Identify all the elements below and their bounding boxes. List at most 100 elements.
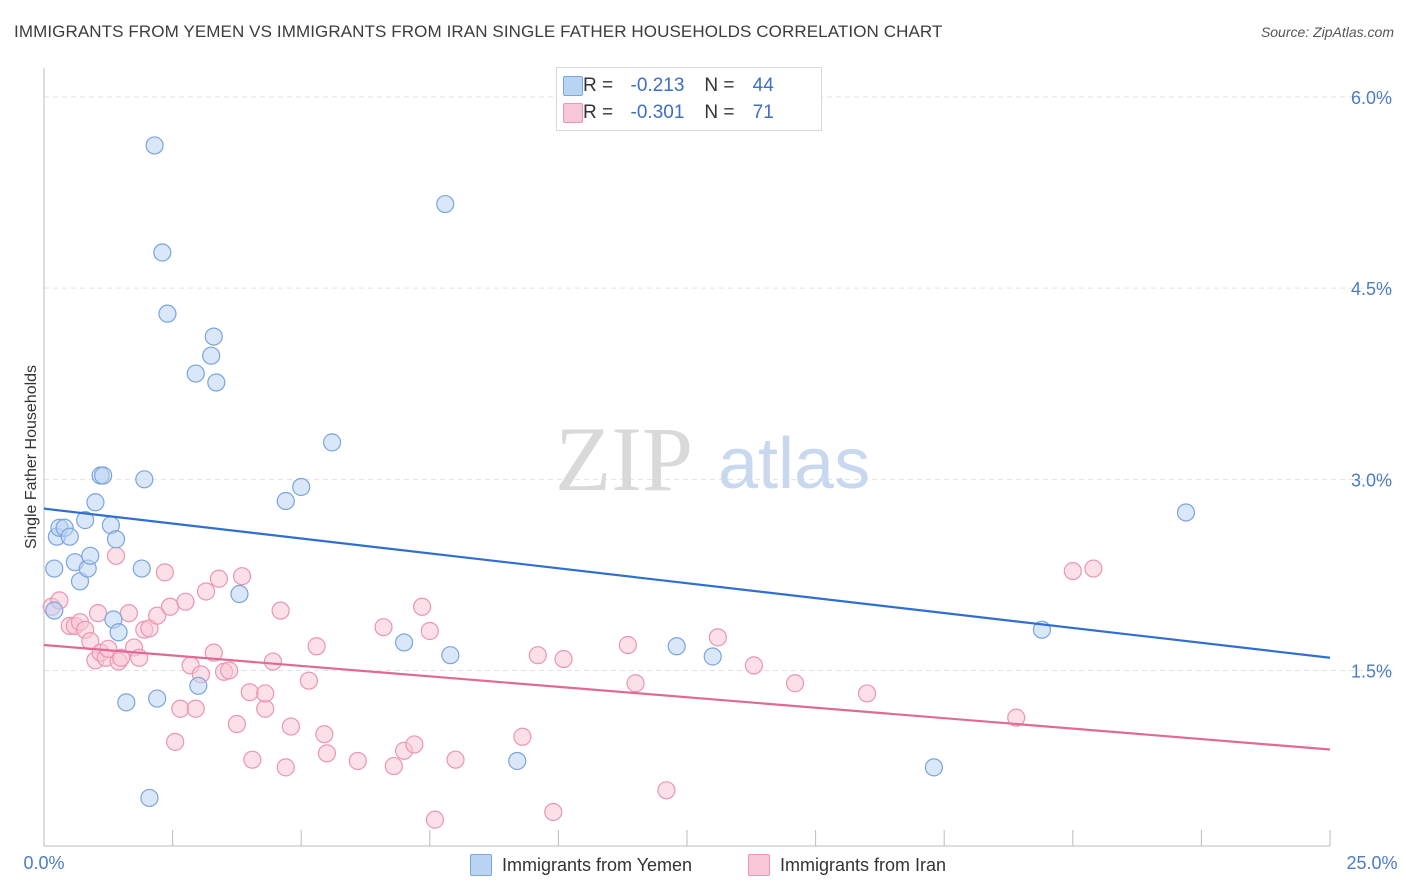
- point-iran: [1063, 561, 1082, 581]
- point-iran: [425, 810, 445, 829]
- point-iran: [263, 652, 283, 671]
- point-iran: [618, 635, 637, 655]
- point-yemen: [186, 364, 205, 383]
- legend-row-yemen: R = -0.213 N = 44: [563, 73, 774, 99]
- point-yemen: [117, 693, 136, 712]
- point-yemen: [148, 689, 167, 708]
- point-yemen: [1176, 503, 1196, 522]
- trend-line-yemen: [43, 507, 1331, 659]
- point-iran: [88, 604, 108, 623]
- point-iran: [374, 618, 393, 637]
- point-iran: [317, 744, 337, 763]
- point-yemen: [76, 511, 95, 530]
- point-yemen: [158, 304, 177, 323]
- point-yemen: [132, 559, 151, 578]
- legend-row-iran: R = -0.301 N = 71: [563, 100, 774, 126]
- legend-r-iran: -0.301: [630, 102, 685, 123]
- legend-r-yemen: -0.213: [630, 75, 685, 96]
- series-yemen-points: [45, 136, 1196, 808]
- chart-title: IMMIGRANTS FROM YEMEN VS IMMIGRANTS FROM…: [14, 22, 943, 41]
- point-yemen: [508, 751, 527, 771]
- y-axis-label: Single Father Households: [23, 365, 40, 549]
- point-iran: [1007, 708, 1026, 727]
- point-iran: [1084, 559, 1103, 578]
- point-iran: [227, 714, 246, 734]
- point-iran: [160, 597, 180, 616]
- point-yemen: [153, 243, 172, 262]
- correlation-legend: R = -0.213 N = 44 R = -0.301 N = 71: [556, 67, 822, 131]
- x-tick-label-max: 25.0%: [1346, 853, 1397, 873]
- legend-swatch-iran: [563, 103, 583, 123]
- point-iran: [785, 674, 805, 693]
- point-yemen: [230, 584, 249, 604]
- point-yemen: [45, 601, 64, 620]
- point-iran: [240, 683, 259, 702]
- point-iran: [420, 621, 439, 641]
- point-iran: [112, 648, 131, 667]
- point-yemen: [45, 559, 64, 578]
- point-iran: [513, 727, 532, 746]
- y-tick-label: 6.0%: [1351, 88, 1392, 108]
- point-yemen: [94, 466, 113, 485]
- trend-line-iran: [43, 643, 1331, 751]
- series-legend-label-iran: Immigrants from Iran: [780, 854, 947, 875]
- point-yemen: [436, 194, 455, 214]
- series-legend-swatch-yemen: [470, 854, 492, 876]
- point-yemen: [189, 676, 208, 695]
- point-iran: [384, 756, 403, 776]
- point-iran: [405, 735, 424, 754]
- y-tick-label: 4.5%: [1351, 279, 1392, 299]
- point-iran: [348, 751, 367, 771]
- point-iran: [528, 646, 547, 665]
- y-tick-label: 3.0%: [1351, 470, 1392, 490]
- x-axis-ticks: [172, 830, 1331, 846]
- point-iran: [256, 699, 275, 718]
- trend-lines: [43, 507, 1331, 751]
- watermark-zip: ZIP: [555, 408, 693, 510]
- point-iran: [281, 717, 301, 736]
- point-iran: [708, 628, 727, 647]
- point-yemen: [202, 346, 221, 365]
- point-yemen: [60, 527, 79, 546]
- legend-n-yemen: 44: [752, 75, 774, 96]
- point-iran: [176, 592, 195, 611]
- point-iran: [857, 684, 877, 703]
- point-iran: [657, 781, 676, 800]
- watermark-atlas: atlas: [718, 424, 870, 504]
- point-yemen: [276, 491, 295, 511]
- point-iran: [446, 750, 465, 769]
- y-tick-label: 1.5%: [1351, 662, 1392, 682]
- point-iran: [148, 606, 167, 625]
- series-legend-label-yemen: Immigrants from Yemen: [502, 854, 693, 875]
- point-yemen: [86, 493, 105, 512]
- point-yemen: [81, 546, 100, 565]
- point-yemen: [703, 647, 722, 666]
- point-yemen: [145, 136, 164, 155]
- watermark: ZIP atlas: [555, 408, 870, 510]
- legend-r-label: R =: [583, 102, 614, 123]
- gridlines: [44, 96, 1392, 671]
- x-tick-label-min: 0.0%: [23, 853, 64, 873]
- point-yemen: [207, 373, 226, 392]
- legend-n-label: N =: [704, 75, 735, 96]
- point-yemen: [667, 637, 686, 656]
- point-iran: [299, 671, 319, 690]
- point-iran: [166, 732, 185, 751]
- point-yemen: [204, 327, 223, 346]
- point-iran: [220, 661, 239, 680]
- point-iran: [204, 643, 223, 662]
- point-iran: [196, 582, 216, 601]
- point-yemen: [292, 477, 311, 497]
- point-iran: [554, 649, 573, 669]
- point-iran: [155, 563, 174, 582]
- point-iran: [256, 684, 275, 703]
- point-yemen: [140, 788, 159, 808]
- y-axis-tick-labels: 1.5% 3.0% 4.5% 6.0%: [1351, 88, 1392, 682]
- point-yemen: [106, 530, 126, 549]
- point-yemen: [322, 433, 342, 452]
- point-iran: [171, 699, 190, 718]
- point-iran: [186, 699, 205, 718]
- legend-n-label: N =: [704, 102, 735, 123]
- series-legend-yemen: Immigrants from Yemen: [470, 851, 692, 879]
